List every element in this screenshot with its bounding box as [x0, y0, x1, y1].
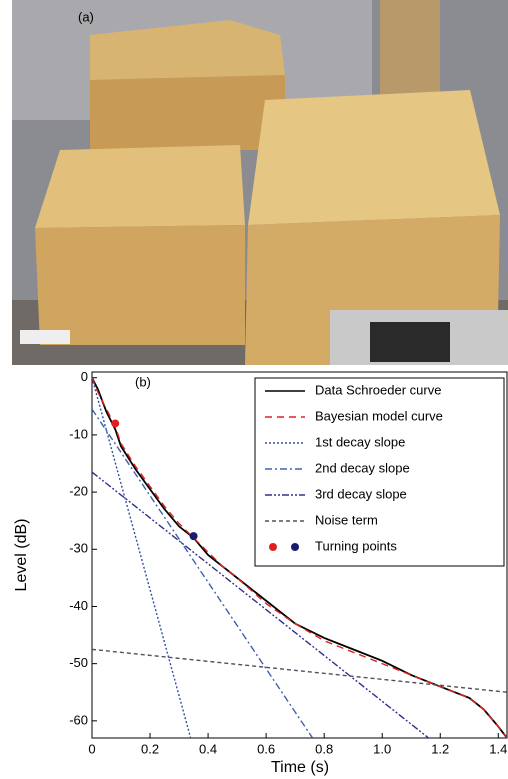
turning-point [189, 532, 198, 541]
back-box-top [90, 20, 285, 80]
y-tick-label: -60 [69, 712, 88, 727]
equipment-panel [370, 322, 450, 362]
x-tick-label: 0.4 [199, 741, 217, 756]
y-tick-label: -30 [69, 541, 88, 556]
x-tick-label: 0.8 [315, 741, 333, 756]
legend-label: Data Schroeder curve [315, 382, 441, 397]
x-tick-label: 0.2 [141, 741, 159, 756]
photo-label: (a) [78, 9, 94, 24]
x-tick-label: 0.6 [257, 741, 275, 756]
left-box-front [35, 225, 245, 345]
x-tick-label: 1.4 [489, 741, 507, 756]
y-tick-label: -20 [69, 484, 88, 499]
legend-label: Noise term [315, 512, 378, 527]
chart: (b) Time (s) Level (dB) 0 0.2 0.4 0.6 0.8 1.0… [13, 369, 508, 776]
panel-label: (b) [135, 374, 151, 389]
back-box-front [90, 75, 285, 150]
x-tick-label: 1.0 [373, 741, 391, 756]
x-tick-label: 0 [88, 741, 95, 756]
left-box-top [35, 145, 245, 228]
data-line [92, 377, 507, 738]
y-tick-label: -10 [69, 426, 88, 441]
y-axis-label: Level (dB) [13, 519, 30, 592]
photo: (a) [12, 0, 508, 365]
x-tick-label: 1.2 [431, 741, 449, 756]
y-tick-label: -50 [69, 655, 88, 670]
turning-point [111, 419, 120, 428]
y-tick-label: -40 [69, 598, 88, 613]
legend-label: Turning points [315, 538, 397, 553]
right-box-top [248, 90, 500, 225]
x-axis-label: Time (s) [271, 759, 329, 776]
legend-marker [291, 543, 299, 551]
legend-label: 2nd decay slope [315, 460, 410, 475]
cardboard-box [380, 0, 440, 95]
legend-label: 1st decay slope [315, 434, 405, 449]
right-box-front [245, 215, 500, 365]
y-tick-label: 0 [81, 369, 88, 384]
legend-marker [269, 543, 277, 551]
legend-box [254, 377, 505, 567]
data-line [92, 408, 314, 738]
legend-label: 3rd decay slope [315, 486, 407, 501]
power-strip [20, 330, 70, 344]
data-line [92, 471, 430, 738]
legend-label: Bayesian model curve [315, 408, 443, 423]
